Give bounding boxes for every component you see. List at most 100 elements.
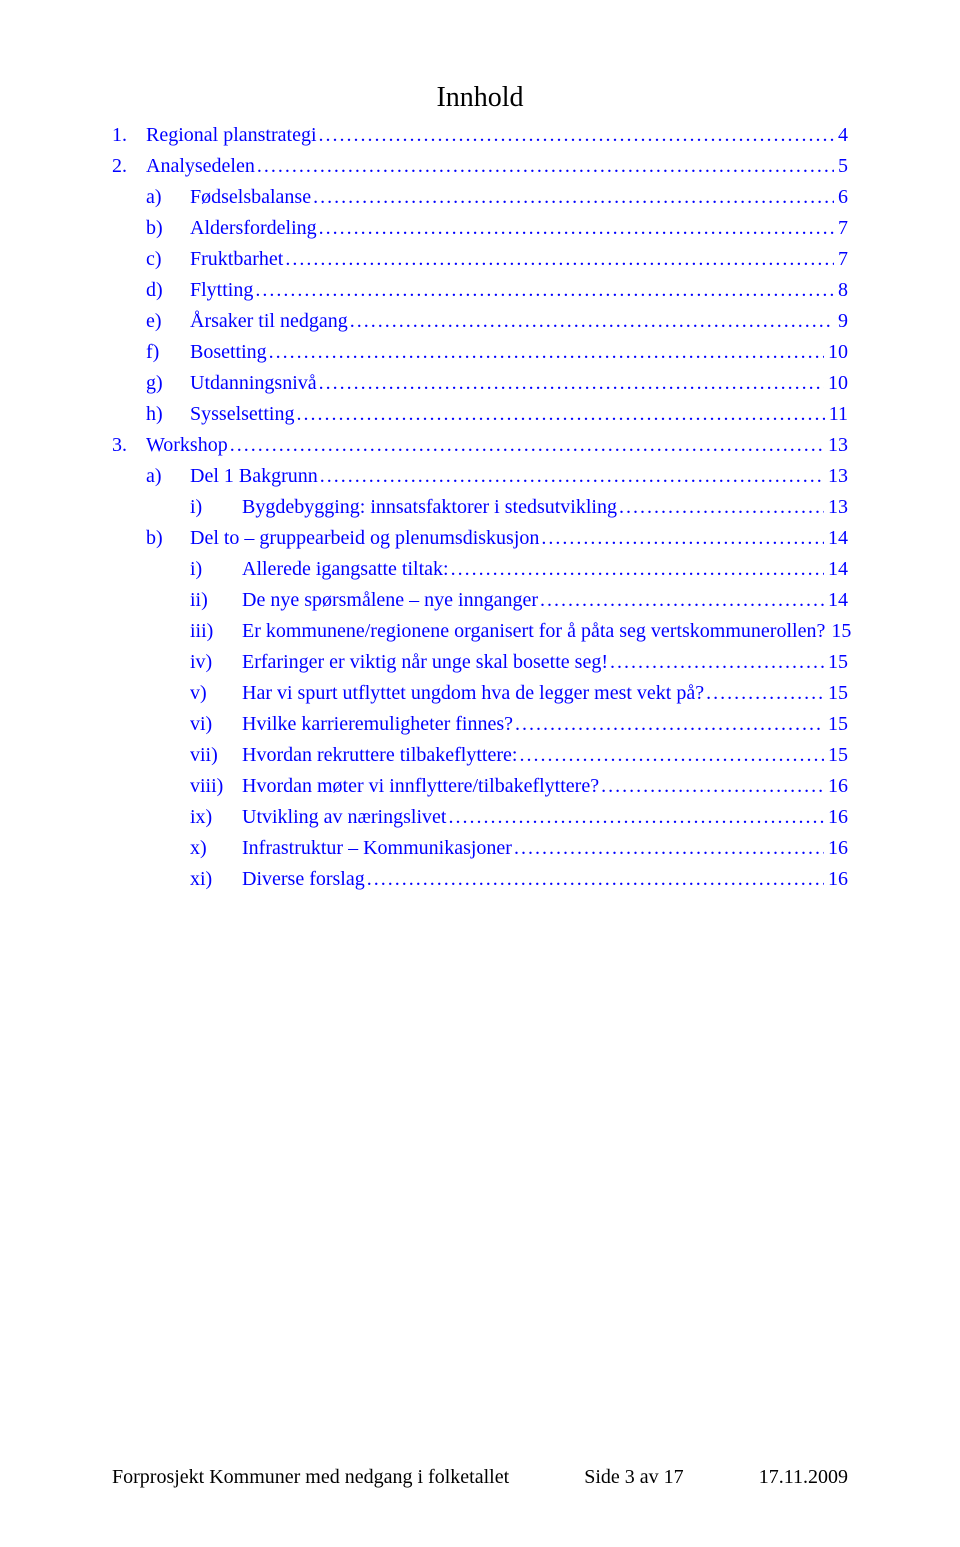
toc-entry-page: 6 [834, 182, 848, 213]
toc-leader-dots [706, 678, 824, 709]
toc-entry-prefix: c) [146, 244, 190, 275]
toc-entry[interactable]: iv)Erfaringer er viktig når unge skal bo… [112, 647, 848, 678]
toc-list: 1.Regional planstrategi42.Analysedelen5a… [112, 120, 848, 895]
toc-leader-dots [451, 554, 824, 585]
toc-entry[interactable]: g)Utdanningsnivå 10 [112, 368, 848, 399]
toc-entry[interactable]: iii)Er kommunene/regionene organisert fo… [112, 616, 848, 647]
toc-entry-prefix: d) [146, 275, 190, 306]
toc-entry-page: 15 [824, 709, 848, 740]
toc-entry-prefix: e) [146, 306, 190, 337]
toc-entry-prefix: i) [190, 554, 242, 585]
toc-leader-dots [230, 430, 824, 461]
toc-entry[interactable]: xi)Diverse forslag16 [112, 864, 848, 895]
toc-leader-dots [320, 461, 824, 492]
toc-entry-page: 13 [824, 430, 848, 461]
toc-entry-page: 15 [827, 616, 851, 647]
toc-entry-label: Bosetting [190, 337, 269, 368]
toc-entry-label: Utvikling av næringslivet [242, 802, 448, 833]
toc-leader-dots [601, 771, 824, 802]
toc-entry-page: 5 [834, 151, 848, 182]
toc-entry[interactable]: ix)Utvikling av næringslivet16 [112, 802, 848, 833]
toc-entry-label: Utdanningsnivå [190, 368, 319, 399]
toc-entry-prefix: a) [146, 182, 190, 213]
toc-entry-prefix: iv) [190, 647, 242, 678]
toc-entry-page: 14 [824, 523, 848, 554]
toc-entry[interactable]: a)Fødselsbalanse6 [112, 182, 848, 213]
toc-entry-page: 7 [834, 213, 848, 244]
toc-entry[interactable]: i)Bygdebygging: innsatsfaktorer i stedsu… [112, 492, 848, 523]
toc-entry-prefix: vi) [190, 709, 242, 740]
toc-entry[interactable]: c)Fruktbarhet7 [112, 244, 848, 275]
toc-entry[interactable]: i)Allerede igangsatte tiltak: 14 [112, 554, 848, 585]
toc-entry-label: De nye spørsmålene – nye innganger [242, 585, 540, 616]
toc-entry-prefix: iii) [190, 616, 242, 647]
toc-leader-dots [514, 833, 824, 864]
toc-entry-page: 8 [834, 275, 848, 306]
toc-entry-prefix: b) [146, 213, 190, 244]
toc-entry-label: Hvordan rekruttere tilbakeflyttere: [242, 740, 519, 771]
page-content: Innhold 1.Regional planstrategi42.Analys… [0, 0, 960, 895]
toc-leader-dots [350, 306, 834, 337]
toc-entry[interactable]: viii)Hvordan møter vi innflyttere/tilbak… [112, 771, 848, 802]
page-footer: Forprosjekt Kommuner med nedgang i folke… [112, 1466, 848, 1489]
toc-entry-page: 10 [824, 368, 848, 399]
toc-entry[interactable]: b)Del to – gruppearbeid og plenumsdiskus… [112, 523, 848, 554]
toc-entry-prefix: 1. [112, 120, 146, 151]
toc-leader-dots [313, 182, 834, 213]
toc-entry-prefix: vii) [190, 740, 242, 771]
toc-entry-label: Regional planstrategi [146, 120, 319, 151]
toc-entry-label: Hvordan møter vi innflyttere/tilbakeflyt… [242, 771, 601, 802]
toc-entry[interactable]: d)Flytting8 [112, 275, 848, 306]
toc-entry-prefix: f) [146, 337, 190, 368]
footer-right: 17.11.2009 [759, 1466, 848, 1489]
toc-entry-prefix: b) [146, 523, 190, 554]
toc-entry-page: 14 [824, 554, 848, 585]
toc-entry[interactable]: vii)Hvordan rekruttere tilbakeflyttere: 1… [112, 740, 848, 771]
toc-entry[interactable]: e)Årsaker til nedgang 9 [112, 306, 848, 337]
toc-entry[interactable]: f)Bosetting10 [112, 337, 848, 368]
toc-leader-dots [610, 647, 824, 678]
toc-entry-prefix: 3. [112, 430, 146, 461]
toc-leader-dots [519, 740, 824, 771]
toc-entry-prefix: g) [146, 368, 190, 399]
toc-entry-page: 9 [834, 306, 848, 337]
toc-entry[interactable]: 2.Analysedelen5 [112, 151, 848, 182]
toc-entry-prefix: viii) [190, 771, 242, 802]
toc-entry-prefix: v) [190, 678, 242, 709]
footer-center: Side 3 av 17 [584, 1466, 683, 1489]
toc-entry[interactable]: x)Infrastruktur – Kommunikasjoner16 [112, 833, 848, 864]
toc-entry[interactable]: h)Sysselsetting 11 [112, 399, 848, 430]
toc-entry-label: Er kommunene/regionene organisert for å … [242, 616, 827, 647]
toc-entry[interactable]: vi)Hvilke karrieremuligheter finnes? 15 [112, 709, 848, 740]
toc-entry-page: 15 [824, 740, 848, 771]
toc-entry-page: 14 [824, 585, 848, 616]
toc-entry-page: 13 [824, 461, 848, 492]
toc-entry-prefix: xi) [190, 864, 242, 895]
toc-entry-label: Hvilke karrieremuligheter finnes? [242, 709, 515, 740]
toc-entry-page: 11 [825, 399, 848, 430]
toc-entry-label: Erfaringer er viktig når unge skal boset… [242, 647, 610, 678]
toc-leader-dots [269, 337, 824, 368]
toc-entry-prefix: h) [146, 399, 190, 430]
toc-entry-label: Workshop [146, 430, 230, 461]
toc-entry[interactable]: 3.Workshop 13 [112, 430, 848, 461]
toc-entry[interactable]: v)Har vi spurt utflyttet ungdom hva de l… [112, 678, 848, 709]
toc-leader-dots [257, 151, 834, 182]
toc-entry-label: Har vi spurt utflyttet ungdom hva de leg… [242, 678, 706, 709]
toc-entry[interactable]: ii)De nye spørsmålene – nye innganger 14 [112, 585, 848, 616]
toc-entry-page: 4 [834, 120, 848, 151]
toc-entry-page: 15 [824, 678, 848, 709]
toc-entry-label: Årsaker til nedgang [190, 306, 350, 337]
toc-entry[interactable]: b)Aldersfordeling7 [112, 213, 848, 244]
toc-entry-label: Allerede igangsatte tiltak: [242, 554, 451, 585]
toc-leader-dots [619, 492, 824, 523]
toc-entry-page: 16 [824, 833, 848, 864]
toc-entry-prefix: ii) [190, 585, 242, 616]
toc-entry-prefix: x) [190, 833, 242, 864]
toc-leader-dots [540, 585, 824, 616]
toc-entry[interactable]: a)Del 1 Bakgrunn13 [112, 461, 848, 492]
toc-leader-dots [319, 368, 824, 399]
toc-entry-prefix: a) [146, 461, 190, 492]
toc-entry[interactable]: 1.Regional planstrategi 4 [112, 120, 848, 151]
toc-entry-label: Sysselsetting [190, 399, 296, 430]
